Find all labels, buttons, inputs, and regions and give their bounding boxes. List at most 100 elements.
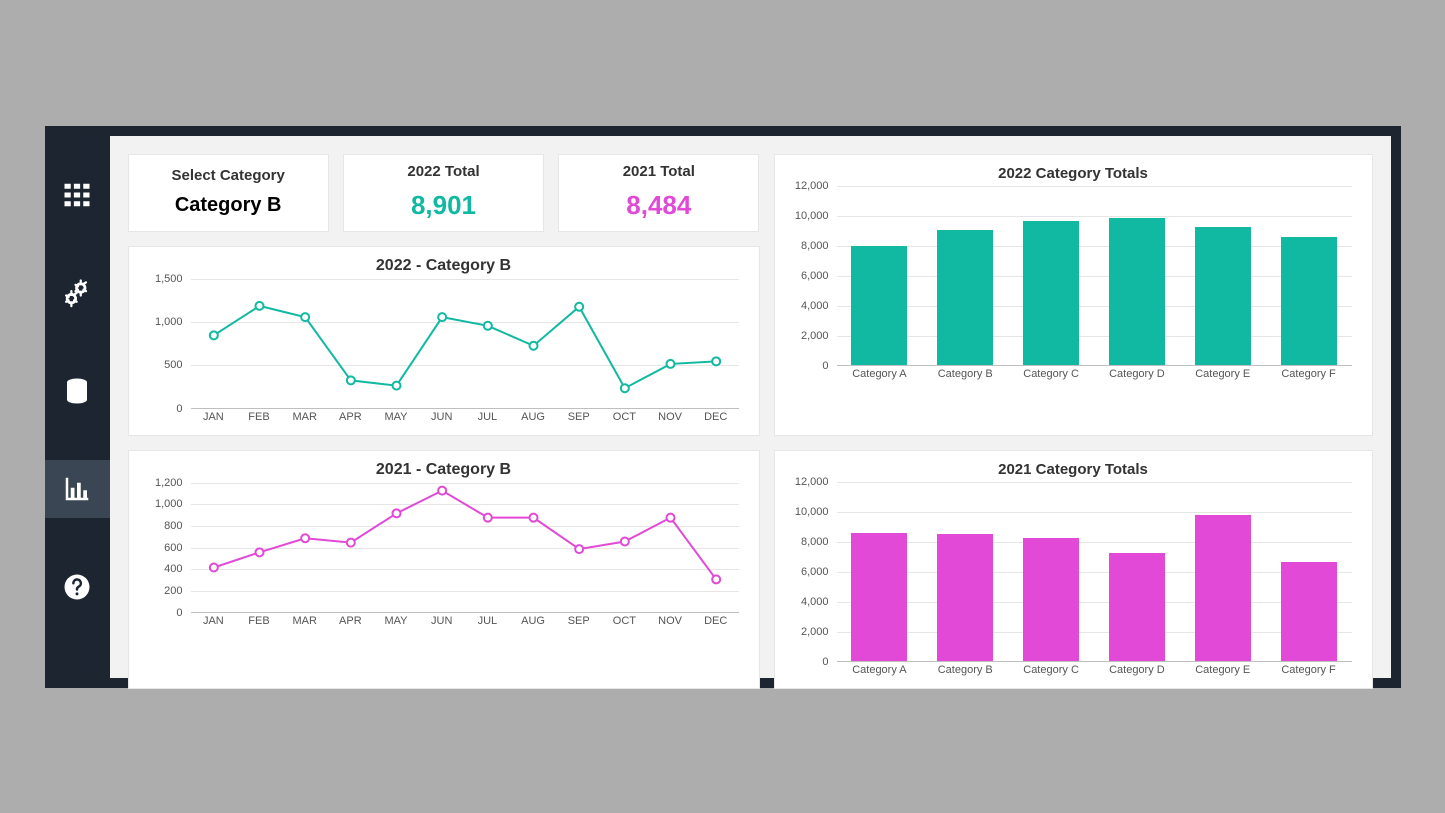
line-marker <box>483 321 491 329</box>
total-2021-value: 8,484 <box>626 190 691 221</box>
x-tick-label: MAR <box>282 615 328 633</box>
line-marker <box>255 301 263 309</box>
total-2022-title: 2022 Total <box>407 163 479 180</box>
line-marker <box>209 331 217 339</box>
x-tick-label: AUG <box>510 615 556 633</box>
y-tick-label: 1,000 <box>155 316 183 328</box>
y-tick-label: 6,000 <box>801 270 829 282</box>
bar <box>1109 218 1165 365</box>
x-tick-label: NOV <box>647 411 693 429</box>
line-marker <box>620 384 628 392</box>
bar <box>937 230 993 364</box>
y-tick-label: 2,000 <box>801 330 829 342</box>
y-tick-label: 0 <box>822 360 828 372</box>
line-marker <box>438 486 446 494</box>
x-tick-label: JAN <box>191 411 237 429</box>
x-tick-label: FEB <box>236 411 282 429</box>
x-tick-label: SEP <box>556 615 602 633</box>
sidebar-item-grid[interactable] <box>45 166 110 224</box>
x-tick-label: Category A <box>837 368 923 386</box>
bar <box>1023 538 1079 661</box>
line-marker <box>346 538 354 546</box>
line-chart-2022: 2022 - Category B 05001,0001,500JANFEBMA… <box>128 246 760 436</box>
select-category-title: Select Category <box>171 167 284 184</box>
bar <box>1281 562 1337 661</box>
y-tick-label: 400 <box>164 563 182 575</box>
x-tick-label: OCT <box>602 411 648 429</box>
y-tick-label: 12,000 <box>795 180 829 192</box>
y-tick-label: 0 <box>176 403 182 415</box>
x-tick-label: Category C <box>1008 664 1094 682</box>
x-tick-label: Category E <box>1180 368 1266 386</box>
grid-icon <box>62 180 92 210</box>
x-tick-label: APR <box>328 615 374 633</box>
bar <box>1195 515 1251 661</box>
line-marker <box>438 313 446 321</box>
line-marker <box>392 381 400 389</box>
x-tick-label: Category B <box>922 664 1008 682</box>
line-marker <box>666 359 674 367</box>
line-marker <box>529 341 537 349</box>
kpi-cards-row: Select Category Category B 2022 Total 8,… <box>128 154 760 232</box>
content-area: Select Category Category B 2022 Total 8,… <box>110 136 1391 678</box>
bar-chart-2021-title: 2021 Category Totals <box>789 461 1358 478</box>
bar <box>851 533 907 661</box>
select-category-card[interactable]: Select Category Category B <box>128 154 329 232</box>
bar <box>1195 227 1251 365</box>
x-tick-label: Category C <box>1008 368 1094 386</box>
y-tick-label: 500 <box>164 359 182 371</box>
sidebar-item-help[interactable] <box>45 558 110 616</box>
bar-chart-2022-body: 02,0004,0006,0008,00010,00012,000Categor… <box>789 186 1358 386</box>
x-tick-label: DEC <box>693 411 739 429</box>
chart-icon <box>62 474 92 504</box>
bar-chart-2021-body: 02,0004,0006,0008,00010,00012,000Categor… <box>789 482 1358 682</box>
y-tick-label: 10,000 <box>795 210 829 222</box>
line-chart-2021-title: 2021 - Category B <box>143 461 745 479</box>
x-tick-label: Category D <box>1094 368 1180 386</box>
x-tick-label: DEC <box>693 615 739 633</box>
x-tick-label: Category B <box>922 368 1008 386</box>
bar-chart-2022-title: 2022 Category Totals <box>789 165 1358 182</box>
x-tick-label: JUN <box>419 615 465 633</box>
y-tick-label: 0 <box>176 607 182 619</box>
line-chart-2021-body: 02004006008001,0001,200JANFEBMARAPRMAYJU… <box>143 483 745 633</box>
line-marker <box>712 575 720 583</box>
x-tick-label: JUL <box>465 615 511 633</box>
line-marker <box>209 563 217 571</box>
help-icon <box>62 572 92 602</box>
bar <box>937 534 993 661</box>
line-marker <box>712 357 720 365</box>
x-tick-label: Category E <box>1180 664 1266 682</box>
y-tick-label: 6,000 <box>801 566 829 578</box>
sidebar-item-database[interactable] <box>45 362 110 420</box>
y-tick-label: 200 <box>164 585 182 597</box>
x-tick-label: Category D <box>1094 664 1180 682</box>
y-tick-label: 600 <box>164 542 182 554</box>
y-tick-label: 10,000 <box>795 506 829 518</box>
y-tick-label: 4,000 <box>801 596 829 608</box>
x-tick-label: OCT <box>602 615 648 633</box>
x-tick-label: Category A <box>837 664 923 682</box>
y-tick-label: 1,200 <box>155 477 183 489</box>
total-2021-title: 2021 Total <box>623 163 695 180</box>
sidebar-item-charts[interactable] <box>45 460 110 518</box>
line-series <box>191 279 739 408</box>
line-chart-2022-title: 2022 - Category B <box>143 257 745 275</box>
line-marker <box>620 537 628 545</box>
line-marker <box>346 376 354 384</box>
total-2021-card: 2021 Total 8,484 <box>558 154 759 232</box>
x-tick-label: APR <box>328 411 374 429</box>
dashboard-frame: Select Category Category B 2022 Total 8,… <box>45 126 1401 688</box>
line-marker <box>575 302 583 310</box>
line-marker <box>529 513 537 521</box>
bar <box>851 246 907 365</box>
y-tick-label: 8,000 <box>801 240 829 252</box>
y-tick-label: 1,000 <box>155 498 183 510</box>
y-tick-label: 1,500 <box>155 273 183 285</box>
x-tick-label: FEB <box>236 615 282 633</box>
bar <box>1109 553 1165 661</box>
sidebar-item-settings[interactable] <box>45 264 110 322</box>
gears-icon <box>62 278 92 308</box>
line-marker <box>255 548 263 556</box>
bar <box>1023 221 1079 364</box>
